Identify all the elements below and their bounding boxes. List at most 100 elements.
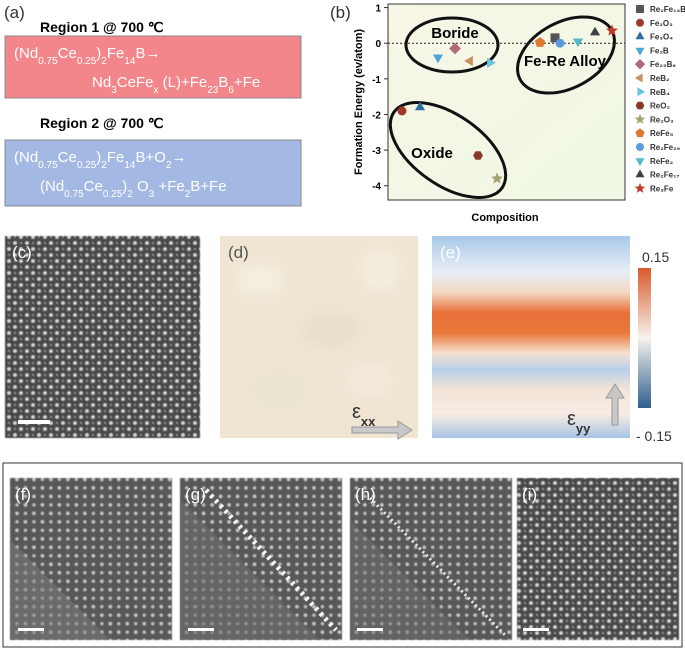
formula-text: O: [133, 178, 149, 195]
y-tick-label: 1: [375, 4, 381, 15]
subscript: 2: [101, 160, 107, 171]
strain-map-xx: [220, 236, 418, 438]
strain-label: εyy: [567, 408, 591, 436]
annotation: Fe-Re Alloy: [524, 53, 607, 70]
marker: [635, 47, 645, 56]
legend-label: Re₂Fe₂₉: [650, 143, 681, 152]
formula-text: ): [96, 45, 101, 62]
subscript: x: [153, 85, 158, 96]
formula-text: Ce: [58, 149, 77, 166]
subscript: 2: [101, 56, 107, 67]
y-tick-label: -1: [372, 75, 381, 86]
marker: [397, 106, 407, 116]
legend-label: Re₃Fe: [650, 184, 674, 193]
formula-text: (L)+Fe: [158, 74, 207, 91]
region-title: Region 1 @ 700 ℃: [40, 19, 164, 35]
marker: [414, 101, 426, 111]
legend-label: Re₂Fe₁₇: [650, 171, 680, 180]
marker: [432, 54, 444, 64]
marker: [589, 26, 601, 36]
panel-label: (b): [330, 3, 351, 22]
marker: [634, 113, 646, 124]
subscript: 14: [124, 160, 136, 171]
subscript: 0.25: [77, 56, 97, 67]
reaction: (Nd0.75Ce0.25)2 O3 +Fe2B+Fe: [40, 178, 227, 200]
marker: [491, 172, 503, 184]
subscript: 3: [149, 189, 155, 200]
group-outline: [404, 16, 500, 74]
formula-text: B→: [136, 45, 161, 62]
marker: [634, 59, 646, 70]
reaction-box: [4, 139, 302, 207]
formula-text: Fe: [107, 149, 125, 166]
legend-label: Fe₂B: [650, 46, 669, 55]
legend-label: Re₂Fe₁₄B: [650, 5, 685, 14]
panel-label: (f): [15, 485, 31, 504]
tem-image: [517, 478, 679, 640]
subscript: yy: [576, 421, 591, 436]
scale-bar: [18, 628, 44, 631]
marker: [572, 38, 584, 48]
arrow: [605, 383, 625, 426]
subscript: 6: [228, 85, 234, 96]
panel-label: (a): [4, 3, 25, 22]
annotation: Boride: [431, 25, 479, 42]
frame: [2, 462, 683, 648]
marker: [606, 24, 618, 36]
subscript: 0.25: [103, 189, 123, 200]
marker: [555, 38, 565, 48]
formula-text: B+Fe: [190, 178, 226, 195]
strain-label: εxx: [352, 401, 376, 429]
colorbar-label: - 0.15: [636, 428, 672, 444]
subscript: 23: [207, 85, 219, 96]
marker: [464, 56, 473, 67]
panel-label: (h): [355, 485, 376, 504]
marker: [634, 73, 643, 83]
legend-label: ReB₂: [650, 74, 670, 83]
formula-text: +Fe: [234, 74, 260, 91]
tem-image: [350, 478, 512, 640]
legend-label: Fe₂₃B₆: [650, 60, 676, 69]
y-tick-label: -2: [372, 110, 381, 121]
panel-label: (d): [228, 243, 249, 262]
subscript: 0.75: [38, 56, 58, 67]
formula-text: Fe: [107, 45, 125, 62]
reaction: (Nd0.75Ce0.25)2Fe14B→: [14, 45, 161, 67]
y-tick-label: -4: [372, 182, 381, 193]
marker: [635, 128, 645, 138]
marker: [636, 143, 644, 151]
strain-map-yy: [432, 236, 630, 438]
y-tick-label: -3: [372, 146, 381, 157]
y-tick-label: 0: [375, 39, 381, 50]
marker: [635, 169, 645, 178]
panel-label: (i): [522, 485, 537, 504]
marker: [634, 182, 646, 193]
scale-bar: [18, 420, 50, 424]
marker: [635, 101, 645, 110]
subscript: 2: [166, 160, 172, 171]
arrow: [351, 420, 413, 440]
strain-symbol: ε: [567, 408, 576, 430]
formula-text: (Nd: [40, 178, 64, 195]
legend-label: ReO₂: [650, 102, 670, 111]
subscript: 0.75: [64, 189, 84, 200]
marker: [550, 33, 560, 43]
scale-bar: [188, 628, 214, 631]
strain-symbol: ε: [352, 401, 361, 423]
panel-label: (c): [12, 243, 32, 262]
formula-text: Ce: [58, 45, 77, 62]
scale-bar: [357, 628, 383, 631]
tem-image: [10, 478, 172, 640]
marker: [637, 87, 646, 97]
subscript: 2: [127, 189, 133, 200]
formula-text: B+O: [136, 149, 166, 166]
reaction: Nd3CeFex (L)+Fe23B6+Fe: [92, 74, 260, 96]
marker: [534, 37, 546, 47]
x-axis-label: Composition: [471, 212, 538, 224]
subscript: xx: [361, 414, 376, 429]
tem-image: [180, 478, 342, 640]
formula-text: (Nd: [14, 45, 38, 62]
legend-label: Fe₃O₄: [650, 33, 673, 42]
subscript: 14: [124, 56, 136, 67]
subscript: 0.25: [77, 160, 97, 171]
